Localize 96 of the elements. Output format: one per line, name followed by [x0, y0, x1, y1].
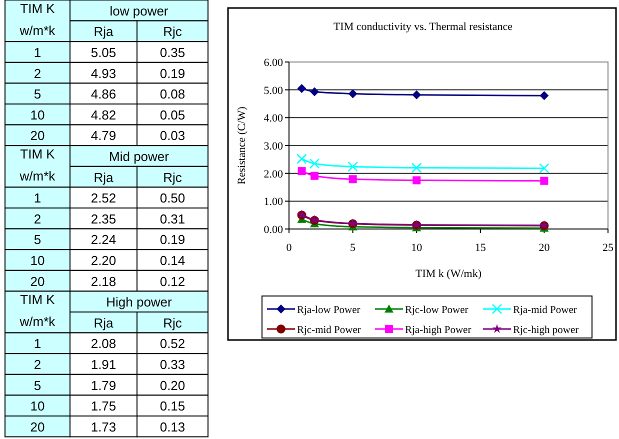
chart-title: TIM conductivity vs. Thermal resistance [333, 21, 513, 33]
text: TIM K [20, 1, 56, 16]
text: 5 [34, 86, 42, 102]
x-tick-label: 25 [602, 242, 614, 254]
legend-label: Rja-high Power [405, 325, 472, 336]
point [310, 172, 319, 180]
text: 0.19 [160, 66, 186, 81]
text: 4.79 [90, 128, 116, 144]
text: 2 [34, 357, 42, 372]
x-tick-label: 10 [411, 242, 423, 254]
text: TIM K [20, 292, 56, 308]
text: 5 [34, 378, 42, 393]
legend-label: Rjc-low Power [405, 305, 469, 316]
text: 0.31 [160, 211, 186, 226]
point [348, 162, 358, 172]
text: 4.82 [90, 107, 116, 122]
text: 0.03 [160, 128, 186, 144]
legend-label: Rjc-high power [513, 325, 580, 336]
legend-label: Rjc-mid Power [297, 325, 362, 336]
x-tick-label: 20 [538, 242, 550, 254]
point [412, 90, 422, 100]
text: 4.93 [90, 66, 116, 81]
legend-label: Rja-mid Power [513, 305, 578, 316]
point [412, 176, 421, 184]
text: 2.24 [90, 232, 116, 248]
text: Rjc [163, 315, 182, 330]
text: 0.50 [160, 190, 186, 206]
point [310, 87, 320, 96]
text: 1.73 [90, 419, 116, 434]
text: Rja [94, 315, 114, 330]
text: 1.75 [90, 398, 116, 414]
point [348, 175, 357, 184]
y-tick-label: 4.00 [264, 112, 284, 125]
text: 0.08 [160, 86, 186, 102]
text: w/m*k [18, 314, 56, 329]
point [540, 176, 548, 185]
y-axis-title: Resistance (C/W) [236, 106, 248, 184]
y-tick-label: 6.00 [264, 57, 284, 69]
text: 1 [34, 45, 42, 60]
text: 5.05 [90, 45, 116, 60]
text: 0.05 [160, 107, 186, 122]
text: 0.35 [160, 45, 186, 60]
y-tick-label: 1.00 [264, 196, 284, 208]
text: 20 [30, 128, 45, 144]
x-tick-label: 0 [286, 242, 292, 254]
text: Rjc [163, 24, 182, 40]
point [348, 89, 358, 98]
y-tick-label: 5.00 [264, 84, 284, 97]
text: 0.20 [160, 378, 186, 393]
text: 0.12 [160, 274, 186, 289]
x-tick-label: 15 [474, 242, 486, 254]
text: Rjc [163, 170, 182, 185]
point [539, 163, 550, 174]
text: 1 [34, 190, 42, 206]
text: 1 [34, 336, 42, 352]
x-tick-label: 5 [350, 242, 356, 254]
text: w/m*k [18, 168, 56, 184]
text: Rja [94, 24, 114, 40]
text: 2.18 [90, 274, 116, 289]
text: 2.20 [90, 253, 116, 268]
text: 2.08 [90, 336, 116, 352]
text: 2 [34, 211, 42, 226]
text: 0.52 [160, 336, 186, 352]
text: 2.35 [90, 211, 116, 226]
y-tick-label: 0.00 [264, 224, 284, 236]
text: 0.15 [160, 398, 186, 414]
legend-label: Rja-low Power [297, 305, 361, 316]
text: 1.79 [90, 378, 116, 393]
point [540, 91, 549, 100]
text: 10 [30, 253, 45, 268]
text: 0.33 [160, 357, 186, 372]
point [309, 158, 320, 169]
point [297, 84, 306, 93]
text: w/m*k [18, 22, 56, 38]
text: High power [106, 294, 173, 310]
text: 2 [34, 66, 42, 81]
text: 2.52 [90, 190, 116, 206]
text: 20 [30, 274, 45, 289]
point [298, 167, 306, 176]
text: 10 [30, 107, 45, 122]
y-tick-label: 3.00 [264, 140, 284, 152]
text: 20 [30, 419, 45, 434]
point [296, 154, 307, 164]
text: Rja [94, 170, 114, 185]
text: 0.14 [160, 253, 186, 268]
y-tick-label: 2.00 [264, 168, 284, 180]
text: 1.91 [90, 357, 116, 372]
text: TIM K [20, 146, 56, 162]
point [411, 162, 422, 173]
text: 0.13 [160, 419, 186, 434]
text: low power [110, 3, 169, 18]
x-axis-title: TIM k (W/mk) [416, 268, 482, 280]
text: 4.86 [90, 86, 116, 102]
text: Mid power [109, 149, 170, 164]
text: 0.19 [160, 232, 186, 248]
text: 10 [30, 398, 45, 414]
